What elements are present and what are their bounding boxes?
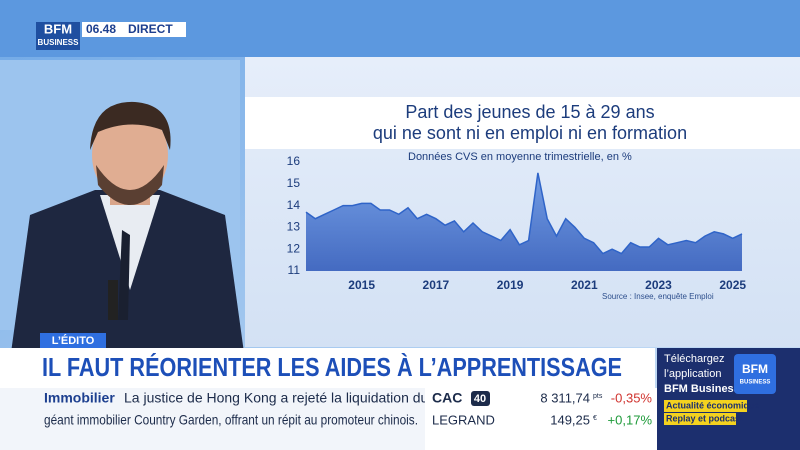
channel-logo [36,22,80,50]
banner-tag: L’ÉDITO [52,334,95,347]
tag-box [40,333,106,348]
promo-tag: Actualité économique [666,400,760,410]
x-tick-label: 2021 [571,278,598,292]
chart-source: Source : Insee, enquête Emploi [602,292,714,301]
index-tag: 40 [474,393,486,405]
market-value: 8 311,74 [540,390,590,405]
market-unit: € [593,415,597,422]
headline: IL FAUT RÉORIENTER LES AIDES À L’APPRENT… [42,352,622,382]
x-tick-label: 2019 [497,278,524,292]
y-tick-label: 15 [287,176,301,190]
promo-logo [734,354,776,394]
ticker-text: géant immobilier Country Garden, offrant… [44,412,418,428]
chart-subtitle: Données CVS en moyenne trimestrielle, en… [408,151,632,163]
x-tick-label: 2017 [423,278,450,292]
index-tag-box [471,391,490,406]
area [306,172,742,271]
chart-title: qui ne sont ni en emploi ni en formation [373,123,687,143]
headline-box [0,348,655,388]
presenter [10,101,245,360]
x-tick-label: 2025 [719,278,746,292]
line [305,172,743,255]
x-tick-label: 2023 [645,278,672,292]
y-tick-label: 12 [287,241,301,255]
chart-title: Part des jeunes de 15 à 29 ans [405,102,654,122]
promo-box [657,348,800,450]
ticker-text: La justice de Hong Kong a rejeté la liqu… [124,390,428,406]
market-change: +0,17% [608,412,653,427]
promo-tag: Replay et podcast [666,413,743,423]
x-tick-label: 2015 [348,278,375,292]
ticker-box [0,388,425,450]
y-tick-label: 14 [287,198,301,212]
promo-tag-box [664,400,747,412]
market-box [425,388,657,450]
promo-text: BFM Business [664,383,740,395]
market-unit: pts [593,393,603,400]
clock: 06.48 [86,22,116,36]
channel-sub: BUSINESS [38,38,80,47]
promo-logo-text: BFM [742,362,768,376]
y-tick-label: 16 [287,154,301,168]
promo-text: l’application [664,368,721,380]
ticker-category: Immobilier [44,390,115,406]
promo-tag-box [664,413,736,425]
y-tick-label: 13 [287,220,301,234]
channel-name: BFM [44,21,72,36]
market-change: -0,35% [611,390,653,405]
plot: 11 12 13 14 15 16 2015 2017 2019 2021 2023 2025 [287,154,747,292]
market-name: LEGRAND [432,412,495,427]
title-band [245,97,800,149]
promo-logo-sub: BUSINESS [740,380,771,386]
y-tick-label: 11 [288,263,301,277]
live-status: DIRECT [128,22,173,36]
market-value: 149,25 [550,412,590,427]
market-name: CAC [432,390,462,406]
live-box [82,22,186,37]
promo-text: Téléchargez [664,353,725,365]
